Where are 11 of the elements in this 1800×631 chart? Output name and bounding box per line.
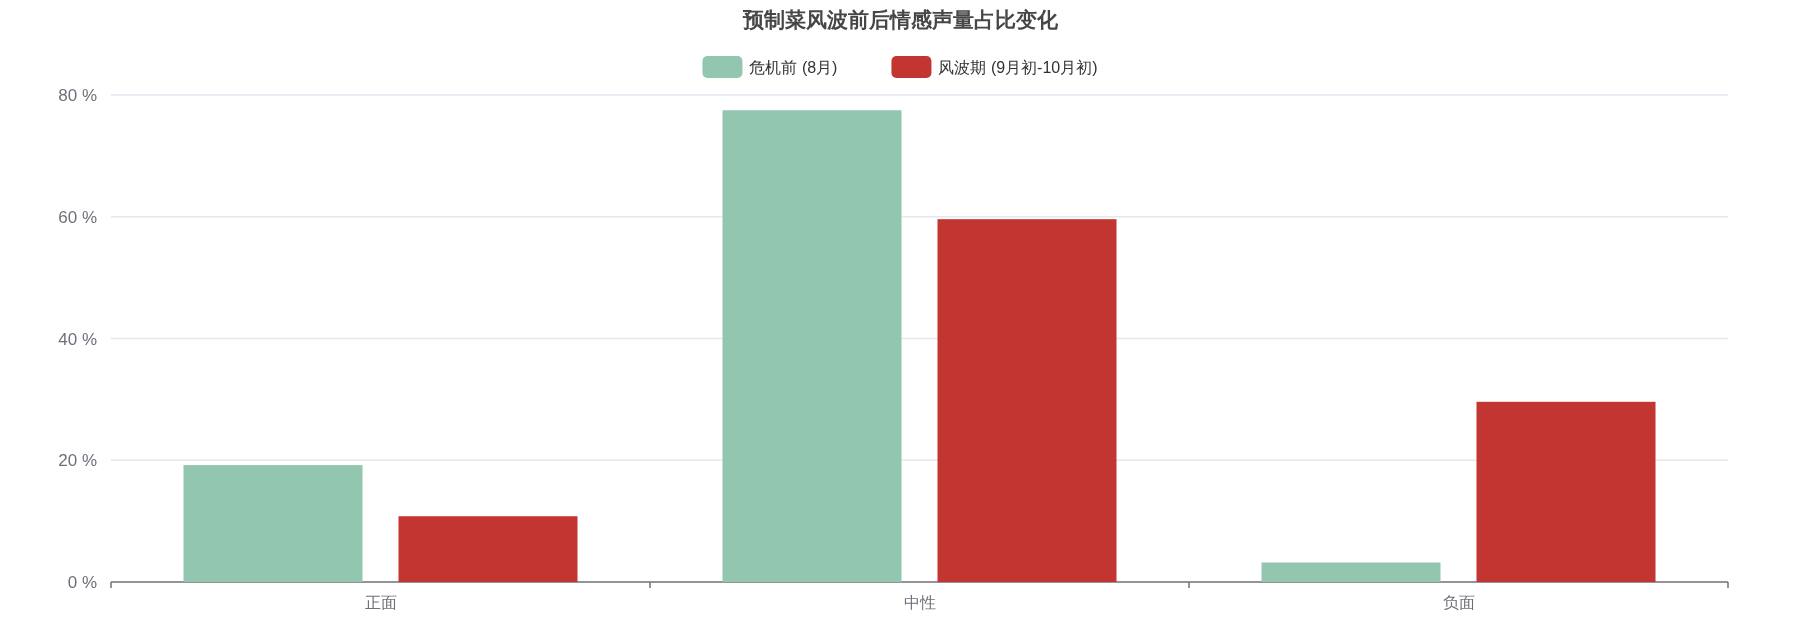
x-tick-label: 负面: [1442, 594, 1475, 611]
x-tick-label: 中性: [903, 594, 936, 611]
y-tick-label: 80 %: [58, 86, 97, 105]
legend-label: 危机前 (8月): [749, 59, 838, 76]
y-tick-label: 20 %: [58, 451, 97, 471]
chart-title: 预制菜风波前后情感声量占比变化: [741, 8, 1059, 31]
y-tick-label: 40 %: [58, 329, 97, 349]
y-tick-label: 60 %: [58, 207, 97, 227]
legend-label: 风波期 (9月初-10月初): [938, 59, 1098, 76]
y-tick-label: 0 %: [67, 573, 97, 592]
x-tick-label: 正面: [364, 594, 397, 611]
